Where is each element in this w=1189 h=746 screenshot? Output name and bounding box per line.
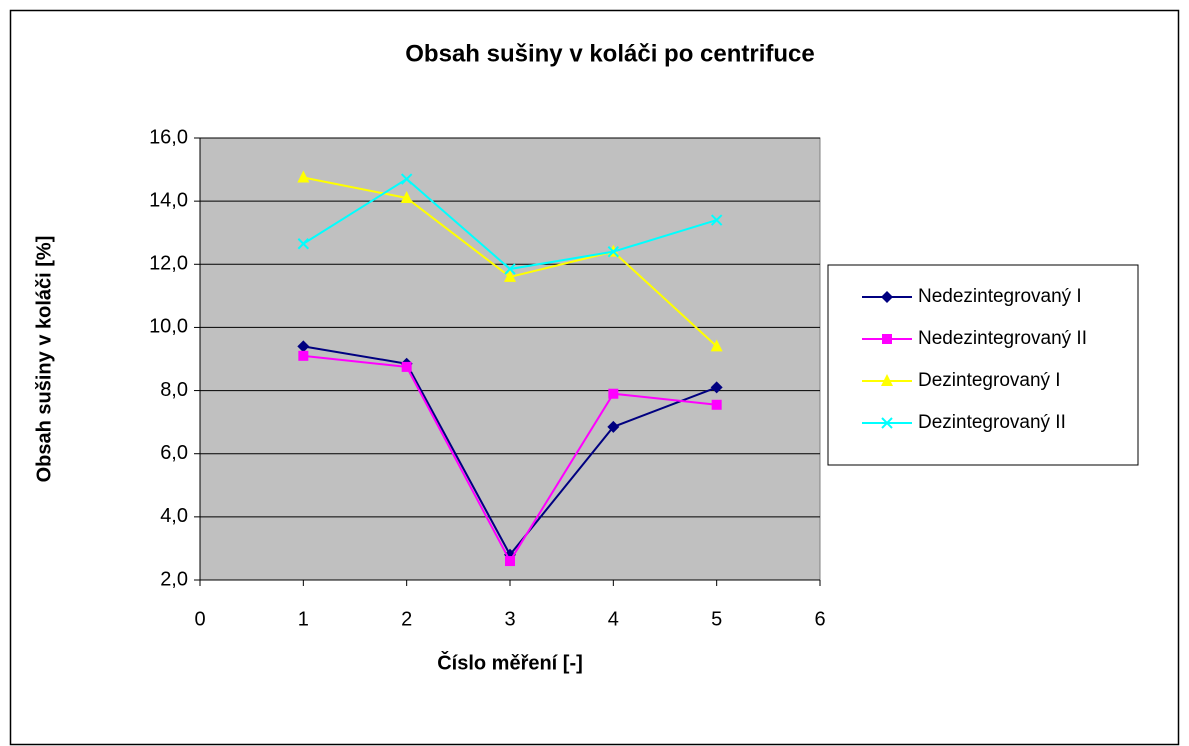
x-tick-label: 6 xyxy=(814,608,825,630)
marker xyxy=(710,214,723,226)
y-tick-label: 6,0 xyxy=(160,442,188,464)
marker xyxy=(881,417,893,429)
marker xyxy=(881,374,893,386)
marker xyxy=(505,556,515,567)
x-tick-label: 4 xyxy=(608,608,619,630)
legend xyxy=(827,264,1139,466)
marker xyxy=(710,381,723,394)
y-tick-label: 12,0 xyxy=(149,253,188,275)
legend-label: Dezintegrovaný II xyxy=(918,412,1066,433)
plot-area xyxy=(199,137,821,581)
marker xyxy=(297,238,310,250)
y-axis-label: Obsah sušiny v koláči [%] xyxy=(33,236,55,483)
marker xyxy=(400,173,413,185)
marker xyxy=(297,170,310,183)
legend-label: Nedezintegrovaný II xyxy=(918,328,1087,349)
marker xyxy=(608,388,619,399)
x-tick-label: 3 xyxy=(504,608,515,630)
y-tick-label: 2,0 xyxy=(160,568,188,590)
legend-label: Dezintegrovaný I xyxy=(918,370,1061,391)
x-tick-label: 0 xyxy=(194,608,205,630)
x-tick-label: 1 xyxy=(298,608,309,630)
marker xyxy=(881,291,893,303)
chart-title: Obsah sušiny v koláči po centrifuce xyxy=(405,40,814,67)
marker xyxy=(882,334,892,344)
legend-label: Nedezintegrovaný I xyxy=(918,286,1082,307)
marker xyxy=(298,350,309,361)
x-axis-label: Číslo měření [-] xyxy=(437,650,583,674)
y-tick-label: 14,0 xyxy=(149,189,188,211)
marker xyxy=(607,420,620,433)
marker xyxy=(711,399,722,410)
x-tick-label: 2 xyxy=(401,608,412,630)
marker xyxy=(607,245,620,258)
marker xyxy=(504,263,516,275)
marker xyxy=(401,361,412,372)
marker xyxy=(710,339,723,352)
x-tick-label: 5 xyxy=(711,608,722,630)
marker xyxy=(297,340,310,353)
y-tick-label: 8,0 xyxy=(160,379,188,401)
marker xyxy=(400,190,413,203)
y-tick-label: 4,0 xyxy=(160,505,188,527)
y-tick-label: 16,0 xyxy=(149,126,188,148)
marker xyxy=(504,269,516,282)
y-tick-label: 10,0 xyxy=(149,316,188,338)
